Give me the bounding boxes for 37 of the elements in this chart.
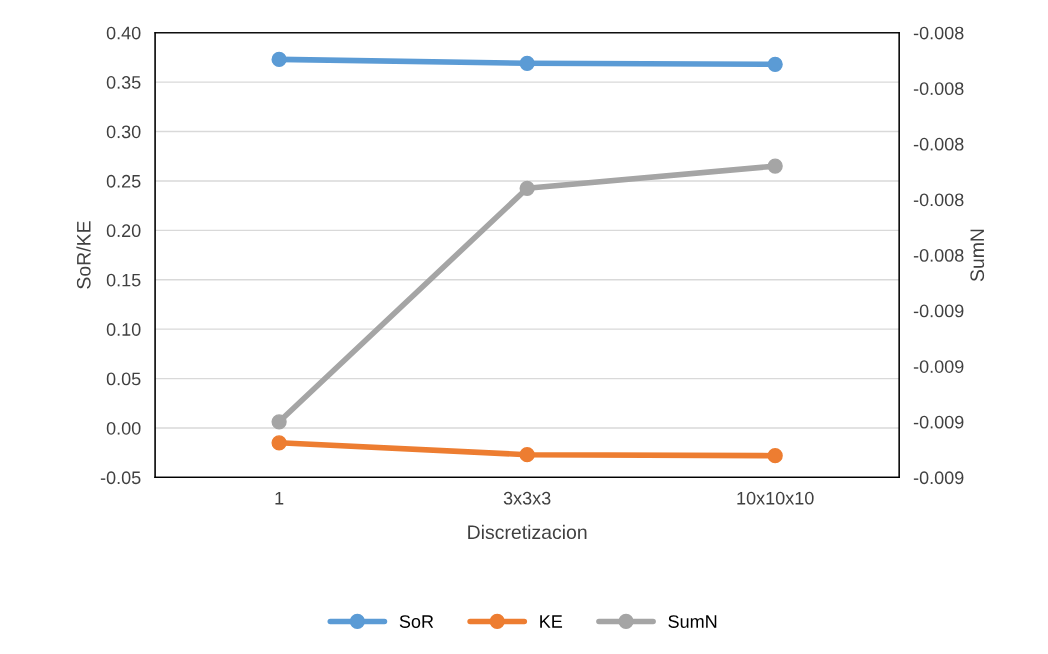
y-tick-label: -0.05 <box>100 471 141 485</box>
y-tick-label: 0.25 <box>106 174 141 188</box>
point <box>519 447 535 463</box>
y-tick-label: 0.00 <box>106 421 141 435</box>
legend-label: SumN <box>668 615 717 628</box>
y-tick-label: 0.20 <box>106 224 141 238</box>
y2-axis-title: SumN <box>970 229 985 282</box>
y2-tick-label: -0.008 <box>913 248 964 262</box>
point <box>767 158 783 174</box>
point <box>519 180 535 196</box>
point <box>519 55 535 71</box>
y-tick-label: 0.05 <box>106 372 141 386</box>
y-tick-label: 0.40 <box>106 26 141 40</box>
legend-label: KE <box>540 615 563 628</box>
y2-tick-label: -0.009 <box>913 304 964 318</box>
y-axis-title: SoR/KE <box>76 221 91 289</box>
y2-tick-label: -0.008 <box>913 137 964 151</box>
x-tick-label: 1 <box>275 491 284 505</box>
legend-label: SoR <box>399 615 434 628</box>
x-axis-title: Discretizacion <box>468 524 587 540</box>
y-tick-label: 0.10 <box>106 323 141 336</box>
y-tick-label: 0.15 <box>106 273 141 287</box>
y2-tick-label: -0.009 <box>913 360 964 373</box>
point <box>271 51 287 68</box>
x-tick-label: 10x10x10 <box>737 491 814 505</box>
y2-tick-label: -0.009 <box>913 415 964 429</box>
y-tick-label: 0.30 <box>106 125 141 139</box>
point <box>767 448 783 464</box>
y-tick-label: 0.35 <box>106 76 141 89</box>
point <box>271 414 287 430</box>
y2-tick-label: -0.008 <box>913 26 964 40</box>
x-tick-label: 3x3x3 <box>503 491 551 505</box>
point <box>767 56 783 72</box>
y2-tick-label: -0.009 <box>913 471 964 485</box>
y2-tick-label: -0.008 <box>913 82 964 96</box>
point <box>271 435 287 451</box>
y2-tick-label: -0.008 <box>913 193 964 207</box>
